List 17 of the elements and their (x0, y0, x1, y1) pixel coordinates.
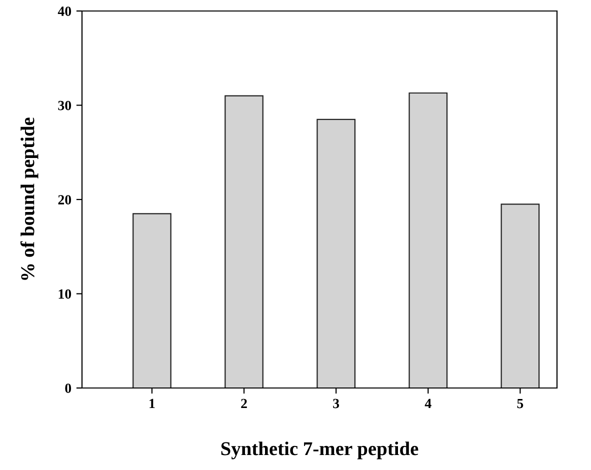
x-tick-label: 1 (150, 398, 155, 408)
x-tick-label: 4 (424, 398, 432, 408)
bar (500, 204, 540, 388)
y-axis-title: % of bound peptide (20, 118, 38, 280)
x-tick-label: 2 (241, 398, 247, 408)
x-tick-label: 3 (333, 398, 340, 408)
bar (132, 213, 172, 388)
y-tick-label: 0 (65, 384, 72, 393)
bar (316, 118, 356, 388)
x-tick-label: 5 (517, 398, 524, 408)
y-tick-label: 20 (58, 195, 72, 204)
bar (408, 92, 448, 388)
bar (224, 95, 264, 388)
y-tick-label: 40 (58, 6, 72, 16)
x-axis-title: Synthetic 7-mer peptide (221, 442, 418, 460)
y-tick-label: 30 (58, 100, 72, 110)
y-tick-label: 10 (58, 289, 72, 299)
